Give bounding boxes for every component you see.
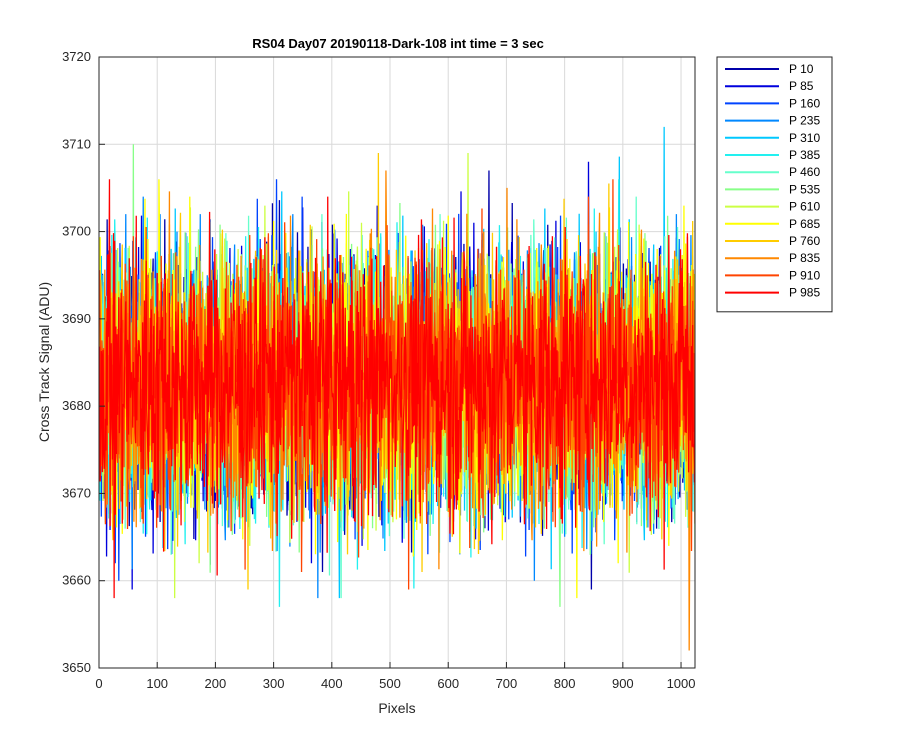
- x-tick-label: 600: [437, 676, 459, 691]
- legend-entry-label: P 685: [789, 217, 820, 231]
- y-tick-label: 3670: [62, 485, 91, 500]
- series-line-p-985: [99, 179, 695, 599]
- y-axis-label: Cross Track Signal (ADU): [36, 282, 52, 442]
- x-tick-label: 0: [95, 676, 102, 691]
- x-tick-label: 1000: [667, 676, 696, 691]
- plot-border: [98, 56, 696, 669]
- y-tick-label: 3650: [62, 660, 91, 675]
- legend-entry-label: P 85: [789, 79, 814, 93]
- x-tick-label: 800: [554, 676, 576, 691]
- chart-title: RS04 Day07 20190118-Dark-108 int time = …: [252, 36, 544, 51]
- legend-entry-label: P 10: [789, 62, 814, 76]
- x-tick-label: 700: [496, 676, 518, 691]
- legend: P 10 P 85 P 160 P 235 P 310 P 385 P 460 P 535 P …: [716, 56, 833, 313]
- y-tick-label: 3680: [62, 398, 91, 413]
- x-tick-label: 500: [379, 676, 401, 691]
- x-tick-label: 100: [146, 676, 168, 691]
- legend-entry-label: P 235: [789, 114, 820, 128]
- legend-entry-label: P 985: [789, 286, 820, 300]
- y-tick-label: 3660: [62, 573, 91, 588]
- y-tick-label: 3720: [62, 49, 91, 64]
- axis-ticks: 0 100 200 300 400 500 600 700 800 900 1000 3650 3660…: [62, 49, 695, 691]
- x-tick-label: 300: [263, 676, 285, 691]
- legend-entry-label: P 460: [789, 165, 820, 179]
- legend-entry-label: P 910: [789, 268, 820, 282]
- legend-entry-label: P 160: [789, 96, 820, 110]
- legend-entry-label: P 385: [789, 148, 820, 162]
- series-lines: [99, 126, 695, 651]
- x-tick-label: 200: [205, 676, 227, 691]
- legend-entry-label: P 610: [789, 200, 820, 214]
- x-axis-label: Pixels: [378, 700, 415, 716]
- y-tick-label: 3710: [62, 136, 91, 151]
- legend-box: [716, 56, 833, 313]
- legend-entry-label: P 535: [789, 182, 820, 196]
- x-tick-label: 900: [612, 676, 634, 691]
- legend-entry-label: P 760: [789, 234, 820, 248]
- legend-entry-label: P 835: [789, 251, 820, 265]
- x-tick-label: 400: [321, 676, 343, 691]
- y-tick-label: 3700: [62, 224, 91, 239]
- y-tick-label: 3690: [62, 311, 91, 326]
- legend-entry-label: P 310: [789, 131, 820, 145]
